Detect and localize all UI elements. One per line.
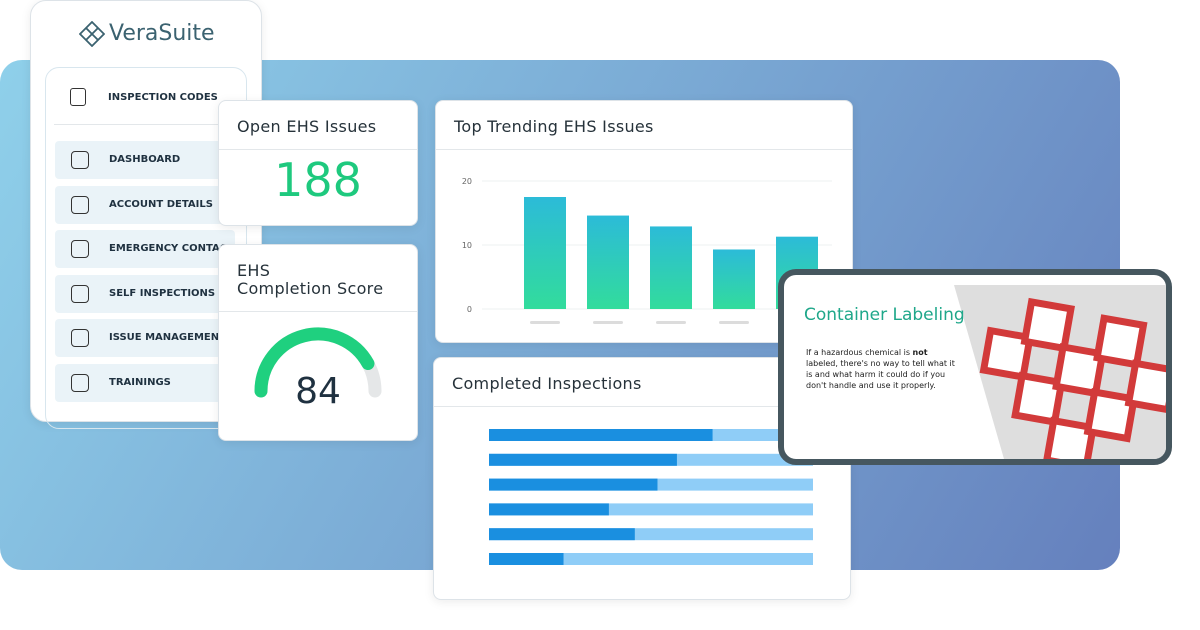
completion-card: EHS Completion Score 84 (218, 244, 418, 441)
card-title: Open EHS Issues (237, 117, 377, 136)
x-placeholder (719, 321, 749, 324)
icon (71, 151, 89, 169)
icon (71, 329, 89, 347)
brand: VeraSuite (109, 21, 215, 46)
bar (713, 249, 755, 309)
labeling-title: Container Labeling (804, 305, 965, 325)
menu-item[interactable]: DASHBOARD (55, 141, 235, 179)
card-title: Completed Inspections (452, 374, 642, 393)
card-title: EHS (237, 261, 271, 280)
progress-bar (489, 429, 713, 441)
trending-card: Top Trending EHS Issues 0 10 20 (435, 100, 853, 343)
menu-item[interactable]: SELF INSPECTIONS (55, 274, 235, 313)
menu-header[interactable]: INSPECTION CODES (108, 92, 218, 103)
menu-label: EMERGENCY CONTACT (109, 243, 234, 254)
progress-bar (489, 528, 635, 541)
icon (71, 240, 89, 258)
bar (524, 197, 566, 309)
y-tick-label: 10 (462, 241, 472, 250)
text-bold: not (912, 348, 928, 357)
x-placeholder (656, 321, 686, 324)
menu-label: ISSUE MANAGEMENT (109, 332, 226, 343)
progress-bar (489, 503, 609, 516)
divider (436, 149, 852, 150)
icon (70, 88, 86, 106)
x-placeholder (530, 321, 560, 324)
menu-item[interactable]: ISSUE MANAGEMENT (55, 319, 235, 357)
logo-icon (79, 21, 105, 47)
divider (434, 406, 850, 407)
y-tick-label: 0 (467, 305, 472, 314)
icon (71, 373, 89, 392)
open-issues-card: Open EHS Issues 188 (218, 100, 418, 226)
divider (54, 124, 238, 125)
bar (587, 215, 629, 309)
divider (219, 149, 417, 150)
x-placeholder (593, 321, 623, 324)
card-title: Completion Score (237, 279, 384, 298)
icon (71, 195, 89, 214)
progress-track (489, 553, 813, 565)
gauge-fill (254, 327, 375, 398)
menu-label: DASHBOARD (109, 154, 181, 165)
divider (219, 311, 417, 312)
gauge (254, 327, 382, 398)
bar (650, 226, 692, 309)
text: labeled, there's no way to tell what it … (806, 359, 955, 390)
menu-item[interactable]: EMERGENCY CONTACT (55, 230, 235, 268)
text: If a hazardous chemical is (806, 348, 913, 357)
menu-item[interactable]: TRAININGS (55, 363, 235, 402)
menu-item[interactable]: ACCOUNT DETAILS (55, 185, 235, 224)
progress-bar (489, 453, 677, 466)
labeling-body: If a hazardous chemical is not labeled, … (806, 347, 956, 391)
y-tick-label: 20 (462, 177, 472, 186)
progress-bar (489, 478, 658, 491)
card-title: Top Trending EHS Issues (454, 117, 654, 136)
icon (71, 284, 89, 303)
menu-label: ACCOUNT DETAILS (109, 198, 213, 210)
menu-label: SELF INSPECTIONS (109, 287, 216, 299)
hazard-image (954, 285, 1166, 459)
labeling-card: Container Labeling If a hazardous chemic… (778, 269, 1172, 465)
menu-label: TRAININGS (109, 376, 171, 388)
gauge-value: 84 (295, 371, 341, 412)
kpi-value: 188 (274, 153, 362, 207)
progress-bar (489, 553, 564, 565)
progress-chart (489, 429, 813, 565)
